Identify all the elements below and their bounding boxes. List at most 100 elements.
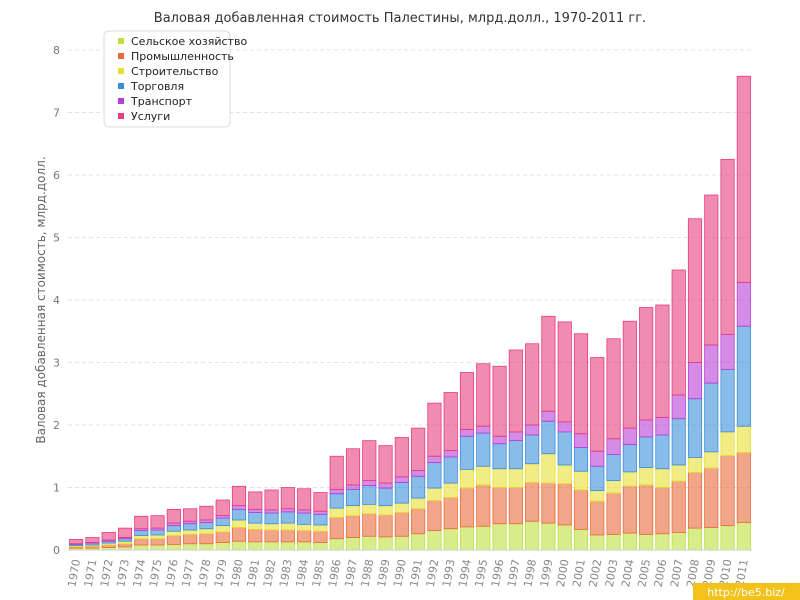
- bar-segment: [199, 505, 214, 521]
- bar-segment: [329, 517, 344, 540]
- bar-segment: [199, 543, 214, 551]
- bar-segment: [541, 410, 556, 422]
- bar-segment: [69, 538, 84, 545]
- y-tick-label: 7: [53, 107, 60, 120]
- bar-segment: [264, 512, 279, 525]
- y-tick-label: 8: [53, 44, 60, 57]
- bar-segment: [378, 514, 393, 538]
- bar-segment: [134, 530, 149, 537]
- bar-segment: [525, 463, 540, 483]
- bar-segment: [329, 538, 344, 551]
- x-tick-label: 1997: [505, 558, 523, 588]
- bar-segment: [427, 455, 442, 463]
- bar-segment: [394, 512, 409, 537]
- bar-segment: [215, 517, 230, 527]
- bar-segment: [704, 467, 719, 528]
- bar-segment: [362, 503, 377, 515]
- bar-segment: [573, 333, 589, 435]
- bar-segment: [459, 372, 475, 430]
- bar-segment: [345, 537, 361, 551]
- x-tick-label: 1996: [489, 558, 507, 588]
- bar-segment: [183, 533, 198, 545]
- bar-segment: [704, 194, 719, 346]
- bar-segment: [248, 522, 263, 530]
- bar-segment: [459, 526, 475, 551]
- bar-segment: [297, 488, 312, 511]
- legend-swatch: [118, 38, 124, 44]
- bar-segment: [736, 425, 751, 453]
- y-tick-label: 0: [53, 544, 60, 557]
- bar-segment: [639, 436, 654, 468]
- bar-segment: [606, 338, 621, 440]
- bar-segment: [557, 524, 572, 551]
- bar-segment: [590, 500, 605, 536]
- bar-segment: [606, 453, 621, 482]
- bar-segment: [720, 333, 735, 370]
- bar-segment: [459, 487, 475, 528]
- legend-box: [103, 30, 231, 128]
- bar-segment: [492, 443, 507, 470]
- bar-segment: [134, 535, 149, 540]
- bar-segment: [557, 483, 572, 526]
- bar-segment: [622, 427, 637, 445]
- x-tick-label: 1980: [228, 558, 246, 588]
- bar-segment: [166, 543, 181, 551]
- bar-segment: [492, 365, 507, 437]
- bar-segment: [573, 470, 589, 491]
- bar-segment: [573, 528, 589, 551]
- bar-segment: [183, 508, 198, 522]
- x-tick-label: 1981: [245, 558, 263, 588]
- bar-segment: [508, 523, 523, 551]
- bar-segment: [541, 522, 556, 551]
- bar-segment: [655, 304, 670, 418]
- bar-segment: [345, 505, 361, 517]
- legend-swatch: [118, 68, 124, 74]
- bar-segment: [525, 434, 540, 465]
- bar-segment: [345, 448, 361, 486]
- bar-segment: [671, 418, 686, 466]
- x-tick-label: 1970: [65, 558, 83, 588]
- bar-segment: [476, 525, 491, 551]
- bar-segment: [264, 529, 279, 543]
- x-tick-label: 1974: [131, 558, 149, 588]
- bar-segment: [736, 282, 751, 327]
- x-tick-label: 1992: [424, 558, 442, 588]
- bar-segment: [443, 392, 458, 452]
- x-tick-label: 2003: [603, 558, 621, 588]
- bar-segment: [573, 489, 589, 530]
- bar-segment: [313, 542, 328, 551]
- bar-segment: [427, 500, 442, 532]
- x-tick-label: 1982: [261, 558, 279, 588]
- y-tick-label: 6: [53, 169, 60, 182]
- x-tick-label: 2011: [733, 558, 751, 588]
- bar-segment: [329, 488, 344, 495]
- bar-segment: [508, 349, 523, 433]
- bar-segment: [134, 515, 149, 530]
- x-tick-label: 2000: [554, 558, 572, 588]
- bar-segment: [280, 511, 295, 524]
- legend-item: Торговля: [130, 80, 184, 93]
- bar-segment: [590, 357, 605, 452]
- bar-segment: [248, 491, 263, 510]
- bar-segment: [525, 520, 540, 551]
- bar-segment: [362, 480, 377, 487]
- bar-segment: [655, 487, 670, 535]
- legend-item: Промышленность: [131, 50, 234, 63]
- bar-segment: [476, 484, 491, 527]
- bar-segment: [199, 522, 214, 530]
- bar-segment: [231, 540, 247, 551]
- bar-segment: [183, 543, 198, 551]
- bar-segment: [736, 522, 751, 551]
- bar-segment: [280, 541, 295, 551]
- bar-segment: [508, 440, 523, 470]
- x-tick-label: 2010: [717, 558, 735, 588]
- bar-segment: [215, 542, 230, 551]
- bars: [69, 75, 751, 551]
- bar-segment: [573, 433, 589, 448]
- bar-segment: [541, 482, 556, 524]
- bar-segment: [345, 484, 361, 490]
- bar-segment: [459, 435, 475, 470]
- y-ticks: 0 1 2 3 4 5 6 7 8: [53, 44, 60, 557]
- legend-swatch: [118, 113, 124, 119]
- x-tick-label: 1987: [342, 558, 360, 588]
